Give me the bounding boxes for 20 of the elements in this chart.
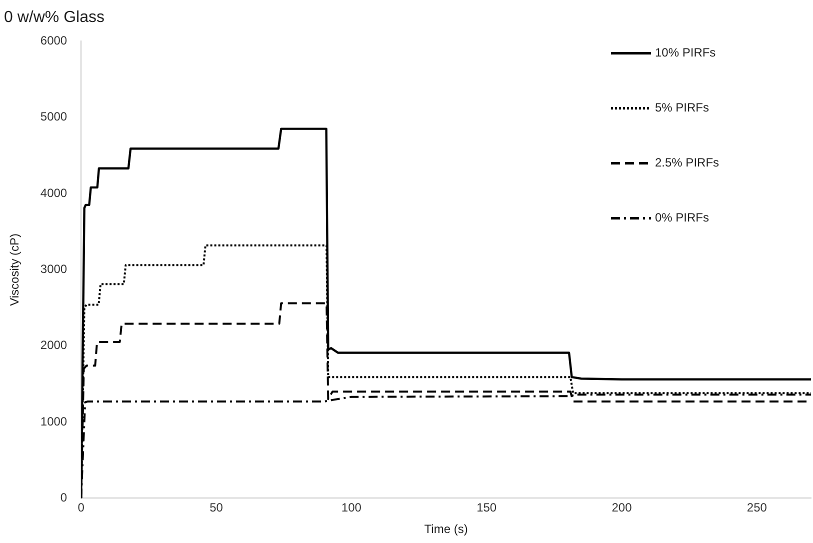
y-tick-label: 2000 xyxy=(40,338,68,352)
y-axis-title: Viscosity (cP) xyxy=(8,233,22,306)
y-tick-label: 0 xyxy=(60,490,68,505)
y-tick-label: 4000 xyxy=(40,186,68,200)
legend-label: 0% PIRFs xyxy=(655,210,710,225)
y-tick-label: 1000 xyxy=(40,414,68,428)
legend-label: 10% PIRFs xyxy=(655,46,716,60)
chart-title: 0 w/w% Glass xyxy=(4,9,104,26)
x-axis-title: Time (s) xyxy=(424,522,468,536)
x-tick-label: 200 xyxy=(612,500,632,515)
x-tick-label: 250 xyxy=(746,500,768,515)
x-tick-label: 0 xyxy=(78,500,85,515)
x-tick-label: 150 xyxy=(476,500,497,515)
legend-label: 5% PIRFs xyxy=(655,100,710,115)
y-tick-label: 3000 xyxy=(40,262,68,276)
legend-label: 2.5% PIRFs xyxy=(655,156,720,170)
x-tick-label: 100 xyxy=(341,500,362,515)
x-tick-label: 50 xyxy=(210,500,224,515)
y-tick-label: 6000 xyxy=(40,34,68,48)
y-tick-label: 5000 xyxy=(40,110,68,124)
